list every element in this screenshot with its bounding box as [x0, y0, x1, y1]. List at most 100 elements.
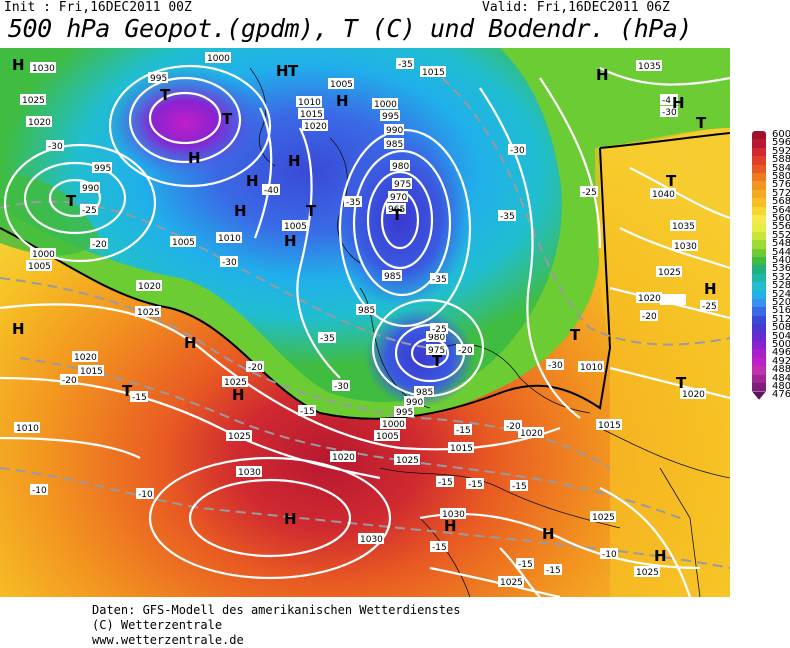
svg-text:H: H — [284, 510, 297, 528]
svg-text:H: H — [246, 172, 259, 190]
svg-text:H: H — [232, 386, 245, 404]
svg-text:-10: -10 — [602, 550, 617, 560]
svg-text:-35: -35 — [320, 334, 335, 344]
legend-label: 540 — [772, 255, 790, 266]
svg-text:-15: -15 — [432, 543, 447, 553]
svg-text:995: 995 — [396, 408, 413, 418]
credit-website[interactable]: www.wetterzentrale.de — [92, 633, 244, 647]
svg-text:-35: -35 — [500, 212, 515, 222]
svg-text:1030: 1030 — [442, 510, 465, 520]
svg-text:-30: -30 — [48, 142, 63, 152]
svg-text:-30: -30 — [662, 108, 677, 118]
svg-text:1005: 1005 — [330, 80, 353, 90]
svg-text:-15: -15 — [518, 560, 533, 570]
svg-text:-15: -15 — [300, 407, 315, 417]
legend-swatch — [752, 332, 766, 341]
legend-label: 588 — [772, 154, 790, 166]
svg-text:1015: 1015 — [598, 421, 621, 431]
legend-label: 484 — [772, 372, 790, 384]
legend-label: 568 — [772, 196, 790, 208]
legend-label: 584 — [772, 162, 790, 174]
svg-text:1035: 1035 — [672, 222, 695, 232]
svg-text:-35: -35 — [398, 60, 413, 70]
svg-text:-30: -30 — [222, 258, 237, 268]
svg-text:1030: 1030 — [32, 64, 55, 74]
svg-text:-30: -30 — [334, 382, 349, 392]
svg-text:1015: 1015 — [300, 110, 323, 120]
legend-label: 504 — [772, 330, 790, 342]
legend-swatch — [752, 131, 766, 140]
legend-label: 548 — [772, 238, 790, 250]
svg-text:995: 995 — [150, 74, 167, 84]
svg-text:H: H — [672, 94, 685, 112]
svg-text:-25: -25 — [582, 188, 597, 198]
svg-text:1005: 1005 — [172, 238, 195, 248]
svg-text:975: 975 — [394, 180, 411, 190]
legend-swatch — [752, 282, 766, 291]
svg-text:-35: -35 — [346, 198, 361, 208]
legend-swatch — [752, 139, 766, 148]
svg-text:H: H — [336, 92, 349, 110]
legend-label: 596 — [772, 137, 790, 149]
svg-text:T: T — [222, 110, 233, 128]
legend-swatch — [752, 324, 766, 333]
svg-text:-15: -15 — [456, 426, 471, 436]
svg-text:1025: 1025 — [228, 432, 251, 442]
legend-swatch — [752, 257, 766, 266]
legend-swatch — [752, 206, 766, 215]
svg-text:1020: 1020 — [138, 282, 161, 292]
svg-text:H: H — [188, 149, 201, 167]
svg-text:1025: 1025 — [396, 456, 419, 466]
svg-text:T: T — [432, 352, 443, 370]
svg-text:1010: 1010 — [580, 363, 603, 373]
svg-text:H: H — [12, 56, 25, 74]
svg-text:H: H — [596, 66, 609, 84]
legend-swatch — [752, 374, 766, 383]
svg-text:T: T — [392, 206, 403, 224]
svg-text:-15: -15 — [546, 566, 561, 576]
svg-text:995: 995 — [382, 112, 399, 122]
svg-text:1010: 1010 — [16, 424, 39, 434]
svg-text:1035: 1035 — [638, 62, 661, 72]
weather-map: 1030 1000 995 1015 1035 1025 1020 1005 1000 101… — [0, 48, 730, 597]
svg-text:1005: 1005 — [284, 222, 307, 232]
legend-label: 496 — [772, 347, 790, 359]
svg-text:1040: 1040 — [652, 190, 675, 200]
legend-swatch — [752, 307, 766, 316]
svg-text:-25: -25 — [82, 206, 97, 216]
legend-swatch — [752, 265, 766, 274]
svg-text:H: H — [542, 525, 555, 543]
svg-text:985: 985 — [358, 306, 375, 316]
svg-text:1020: 1020 — [304, 122, 327, 132]
legend-label: 564 — [772, 204, 790, 216]
map-title: 500 hPa Geopot.(gpdm), T (C) und Bodendr… — [8, 14, 692, 43]
svg-text:990: 990 — [82, 184, 99, 194]
legend-swatch — [752, 147, 766, 157]
svg-text:1020: 1020 — [74, 353, 97, 363]
svg-text:1015: 1015 — [80, 367, 103, 377]
svg-text:-20: -20 — [458, 346, 473, 356]
svg-text:H: H — [12, 320, 25, 338]
valid-time: Valid: Fri,16DEC2011 06Z — [482, 0, 670, 15]
svg-text:1000: 1000 — [207, 54, 230, 64]
legend-label: 476 — [772, 389, 790, 401]
legend-label: 524 — [772, 288, 790, 300]
svg-text:-20: -20 — [62, 376, 77, 386]
svg-text:T: T — [66, 192, 77, 210]
svg-text:1025: 1025 — [500, 578, 523, 588]
legend-label: 572 — [772, 187, 790, 199]
svg-text:1020: 1020 — [332, 453, 355, 463]
svg-text:-30: -30 — [510, 146, 525, 156]
legend-label: 508 — [772, 322, 790, 334]
svg-text:1020: 1020 — [520, 429, 543, 439]
legend-swatch — [752, 357, 766, 367]
svg-text:1020: 1020 — [682, 390, 705, 400]
svg-text:T: T — [288, 62, 299, 80]
svg-text:975: 975 — [428, 346, 445, 356]
svg-text:-10: -10 — [32, 486, 47, 496]
svg-text:1025: 1025 — [224, 378, 247, 388]
svg-text:T: T — [696, 114, 707, 132]
legend-swatch — [752, 248, 766, 257]
legend-swatch — [752, 231, 766, 241]
svg-text:990: 990 — [386, 126, 403, 136]
